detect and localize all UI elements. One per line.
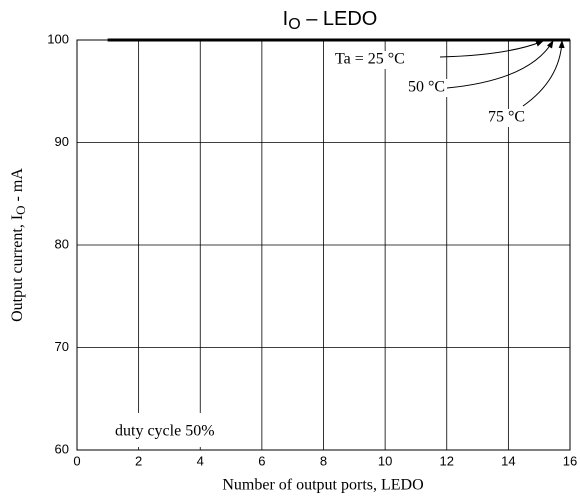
legend-label: Ta = 25 °C (335, 51, 405, 68)
legend-bg (485, 109, 530, 127)
x-tick-label: 14 (501, 453, 515, 468)
legend-label: 75 °C (488, 109, 525, 126)
x-tick-label: 0 (73, 453, 80, 468)
x-tick-label: 10 (378, 453, 392, 468)
x-tick-label: 8 (320, 453, 327, 468)
x-tick-label: 16 (563, 453, 577, 468)
legend-arrow (522, 40, 565, 107)
legend-bg (405, 79, 450, 97)
legend-arrow (446, 40, 554, 89)
title-part: I (283, 8, 289, 30)
legend-label: 50 °C (408, 79, 445, 96)
title-part: – LEDO (301, 8, 378, 30)
legend-arrow (439, 40, 544, 58)
y-tick-label: 70 (55, 339, 69, 354)
title-sub: O (288, 16, 300, 33)
x-axis-label: Number of output ports, LEDO (222, 477, 423, 494)
x-tick-label: 4 (197, 453, 204, 468)
legend-bg (332, 51, 432, 69)
chart-title: IO – LEDO (283, 8, 378, 33)
y-tick-label: 100 (47, 31, 69, 46)
annotation-bg (100, 413, 230, 447)
x-tick-label: 6 (258, 453, 265, 468)
x-tick-label: 12 (440, 453, 454, 468)
y-tick-label: 90 (55, 134, 69, 149)
y-tick-label: 80 (55, 236, 69, 251)
label-part: Output current, I (9, 215, 26, 322)
y-axis-label: Output current, IO - mA (9, 168, 28, 322)
x-tick-label: 2 (135, 453, 142, 468)
label-sub: O (13, 205, 28, 214)
label-part: - mA (9, 168, 26, 206)
annotation: duty cycle 50% (115, 423, 215, 440)
y-tick-label: 60 (55, 441, 69, 456)
